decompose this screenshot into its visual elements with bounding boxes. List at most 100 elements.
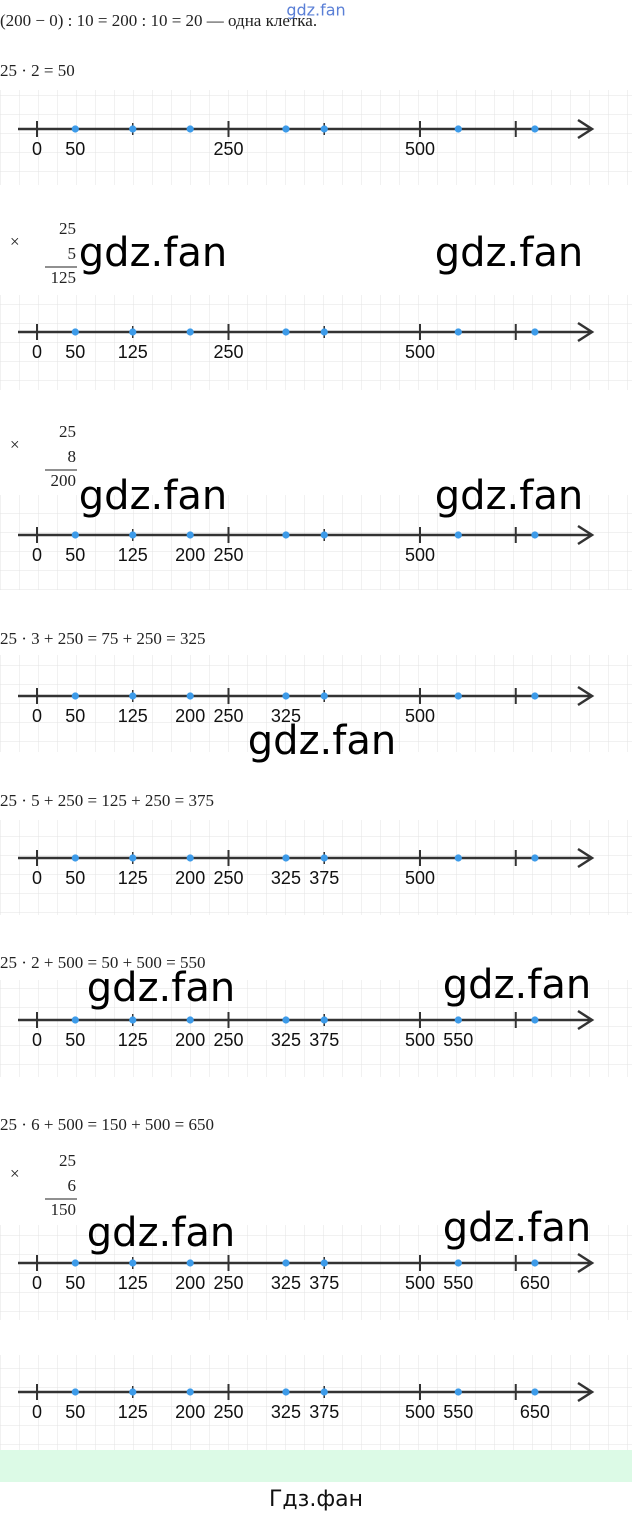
watermark: gdz.fan xyxy=(435,473,583,519)
point xyxy=(320,328,328,336)
axis-arrow xyxy=(577,847,595,869)
tick-label: 500 xyxy=(405,1273,435,1293)
equation: 25 · 5 + 250 = 125 + 250 = 375 xyxy=(0,791,214,810)
tick-label: 200 xyxy=(175,545,205,565)
tick-label: 50 xyxy=(65,1030,85,1050)
point xyxy=(282,1016,290,1024)
grid-background xyxy=(0,1225,632,1320)
point xyxy=(186,1388,194,1396)
tick-label: 125 xyxy=(118,1402,148,1422)
axis-arrow xyxy=(577,1252,595,1274)
point xyxy=(454,125,462,133)
point xyxy=(282,328,290,336)
column-result: 125 xyxy=(51,268,77,287)
tick-label: 550 xyxy=(443,1273,473,1293)
watermark: gdz.fan xyxy=(79,230,227,276)
watermark: gdz.fan xyxy=(87,965,235,1011)
tick-label: 125 xyxy=(118,1030,148,1050)
multiply-sign: × xyxy=(10,1164,20,1183)
tick-label: 500 xyxy=(405,342,435,362)
point xyxy=(129,328,137,336)
point xyxy=(531,531,539,539)
tick-label: 0 xyxy=(32,868,42,888)
point xyxy=(320,854,328,862)
tick-label: 200 xyxy=(175,868,205,888)
point xyxy=(454,531,462,539)
point xyxy=(454,1259,462,1267)
tick-label: 0 xyxy=(32,1030,42,1050)
tick-label: 250 xyxy=(213,1402,243,1422)
tick-label: 250 xyxy=(213,1030,243,1050)
column-multiplier: 8 xyxy=(68,447,77,466)
column-multiplier: 5 xyxy=(68,244,77,263)
point xyxy=(282,854,290,862)
point xyxy=(71,125,79,133)
watermark: gdz.fan xyxy=(248,718,396,764)
column-top: 25 xyxy=(59,1151,76,1170)
point xyxy=(186,328,194,336)
tick-label: 50 xyxy=(65,1402,85,1422)
point xyxy=(129,1016,137,1024)
equation: 25 · 6 + 500 = 150 + 500 = 650 xyxy=(0,1115,214,1134)
point xyxy=(531,328,539,336)
point xyxy=(454,854,462,862)
tick-label: 200 xyxy=(175,1030,205,1050)
tick-label: 250 xyxy=(213,139,243,159)
tick-label: 50 xyxy=(65,545,85,565)
point xyxy=(186,531,194,539)
point xyxy=(186,1016,194,1024)
point xyxy=(71,854,79,862)
equation: 25 · 3 + 250 = 75 + 250 = 325 xyxy=(0,629,206,648)
axis-arrow xyxy=(577,1009,595,1031)
tick-label: 125 xyxy=(118,868,148,888)
tick-label: 0 xyxy=(32,139,42,159)
point xyxy=(531,692,539,700)
point xyxy=(531,854,539,862)
point xyxy=(71,531,79,539)
point xyxy=(454,692,462,700)
multiply-sign: × xyxy=(10,435,20,454)
point xyxy=(454,328,462,336)
tick-label: 125 xyxy=(118,1273,148,1293)
point xyxy=(531,1016,539,1024)
tick-label: 650 xyxy=(520,1402,550,1422)
tick-label: 650 xyxy=(520,1273,550,1293)
tick-label: 50 xyxy=(65,706,85,726)
point xyxy=(531,1259,539,1267)
tick-label: 500 xyxy=(405,868,435,888)
point xyxy=(71,1388,79,1396)
point xyxy=(71,692,79,700)
tick-label: 125 xyxy=(118,342,148,362)
tick-label: 500 xyxy=(405,1030,435,1050)
grid-background xyxy=(0,820,632,915)
point xyxy=(186,854,194,862)
point xyxy=(282,531,290,539)
tick-label: 375 xyxy=(309,1273,339,1293)
point xyxy=(320,1016,328,1024)
column-top: 25 xyxy=(59,219,76,238)
point xyxy=(71,328,79,336)
tick-label: 0 xyxy=(32,342,42,362)
column-top: 25 xyxy=(59,422,76,441)
tick-label: 0 xyxy=(32,545,42,565)
tick-label: 325 xyxy=(271,1030,301,1050)
tick-label: 50 xyxy=(65,1273,85,1293)
axis-arrow xyxy=(577,321,595,343)
point xyxy=(531,125,539,133)
tick-label: 325 xyxy=(271,706,301,726)
point xyxy=(282,125,290,133)
tick-label: 500 xyxy=(405,545,435,565)
point xyxy=(129,1259,137,1267)
multiply-sign: × xyxy=(10,232,20,251)
tick-label: 125 xyxy=(118,545,148,565)
footer-text: Гдз.фан xyxy=(269,1487,363,1512)
point xyxy=(186,1259,194,1267)
watermark: gdz.fan xyxy=(79,473,227,519)
tick-label: 500 xyxy=(405,139,435,159)
grid-background xyxy=(0,980,632,1077)
point xyxy=(129,1388,137,1396)
tick-label: 325 xyxy=(271,1273,301,1293)
column-result: 150 xyxy=(51,1200,77,1219)
tick-label: 375 xyxy=(309,868,339,888)
